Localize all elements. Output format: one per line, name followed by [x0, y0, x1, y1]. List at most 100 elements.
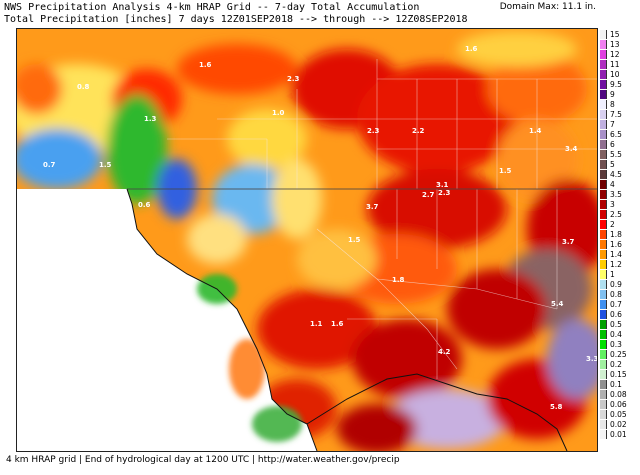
value-label: 3.3 — [586, 355, 597, 363]
legend-label: 8 — [610, 100, 615, 109]
value-label: 0.8 — [77, 83, 90, 91]
legend-swatch — [600, 270, 607, 279]
legend-item: 10 — [600, 70, 638, 79]
map-title: NWS Precipitation Analysis 4-km HRAP Gri… — [4, 2, 420, 13]
legend-item: 0.4 — [600, 330, 638, 339]
legend-label: 7.5 — [610, 110, 622, 119]
legend-item: 0.9 — [600, 280, 638, 289]
value-label: 5.4 — [551, 300, 564, 308]
legend-item: 7.5 — [600, 110, 638, 119]
legend-item: 1.4 — [600, 250, 638, 259]
legend-swatch — [600, 210, 607, 219]
legend-label: 5 — [610, 160, 615, 169]
legend-item: 0.7 — [600, 300, 638, 309]
value-label: 1.5 — [499, 167, 512, 175]
legend-item: 1.6 — [600, 240, 638, 249]
legend-item: 2 — [600, 220, 638, 229]
legend-label: 6.5 — [610, 130, 622, 139]
legend-swatch — [600, 350, 607, 359]
legend-label: 0.5 — [610, 320, 622, 329]
legend-swatch — [600, 340, 607, 349]
legend-label: 0.01 — [610, 430, 627, 439]
legend-swatch — [600, 130, 607, 139]
value-label: 3.1 — [436, 181, 449, 189]
value-label: 1.6 — [465, 45, 478, 53]
legend-item: 4.5 — [600, 170, 638, 179]
legend-label: 1.6 — [610, 240, 622, 249]
legend-label: 7 — [610, 120, 615, 129]
precipitation-map-canvas: 1.6 0.8 2.3 1.6 1.3 1.0 0.7 1.5 2.3 2.2 1.4 1.5 3.4 3… — [17, 29, 597, 451]
legend-label: 0.3 — [610, 340, 622, 349]
value-label: 3.4 — [565, 145, 578, 153]
legend-swatch — [600, 100, 607, 109]
legend-item: 1 — [600, 270, 638, 279]
legend-swatch — [600, 290, 607, 299]
legend-label: 13 — [610, 40, 620, 49]
legend-swatch — [600, 410, 607, 419]
legend-swatch — [600, 310, 607, 319]
legend-label: 0.4 — [610, 330, 622, 339]
legend-swatch — [600, 70, 607, 79]
legend-swatch — [600, 320, 607, 329]
legend-swatch — [600, 110, 607, 119]
value-label: 1.5 — [348, 236, 361, 244]
legend-item: 0.3 — [600, 340, 638, 349]
legend-label: 10 — [610, 70, 620, 79]
legend-label: 0.6 — [610, 310, 622, 319]
legend-swatch — [600, 40, 607, 49]
legend-item: 6 — [600, 140, 638, 149]
legend-swatch — [600, 180, 607, 189]
legend-label: 9.5 — [610, 80, 622, 89]
legend-swatch — [600, 170, 607, 179]
legend-item: 7 — [600, 120, 638, 129]
legend-swatch — [600, 370, 607, 379]
legend-item: 5.5 — [600, 150, 638, 159]
value-label: 1.3 — [144, 115, 157, 123]
river-border — [306, 373, 568, 451]
legend-swatch — [600, 190, 607, 199]
legend-item: 0.5 — [600, 320, 638, 329]
legend-swatch — [600, 330, 607, 339]
legend-label: 0.2 — [610, 360, 622, 369]
legend-label: 0.1 — [610, 380, 622, 389]
legend-item: 2.5 — [600, 210, 638, 219]
value-label: 2.7 — [422, 191, 435, 199]
value-label: 0.7 — [43, 161, 56, 169]
legend-swatch — [600, 360, 607, 369]
domain-max: Domain Max: 11.1 in. — [499, 2, 596, 12]
legend-item: 0.02 — [600, 420, 638, 429]
legend-item: 8 — [600, 100, 638, 109]
legend-item: 4 — [600, 180, 638, 189]
legend-label: 0.8 — [610, 290, 622, 299]
value-label: 1.1 — [310, 320, 323, 328]
legend-swatch — [600, 300, 607, 309]
legend-swatch — [600, 160, 607, 169]
legend-swatch — [600, 400, 607, 409]
legend-item: 0.01 — [600, 430, 638, 439]
value-label: 1.0 — [272, 109, 285, 117]
legend-label: 0.06 — [610, 400, 627, 409]
legend-item: 0.15 — [600, 370, 638, 379]
legend-swatch — [600, 150, 607, 159]
legend-swatch — [600, 140, 607, 149]
legend-swatch — [600, 50, 607, 59]
legend-label: 0.02 — [610, 420, 627, 429]
legend-item: 0.1 — [600, 380, 638, 389]
precipitation-legend: 15 13 12 11 10 9.5 9 8 7.5 7 6.5 6 5.5 5 4.5 4 3.5 3 2.5 2 1… — [600, 30, 638, 440]
legend-label: 5.5 — [610, 150, 622, 159]
legend-item: 1.8 — [600, 230, 638, 239]
legend-label: 0.08 — [610, 390, 627, 399]
legend-label: 1.4 — [610, 250, 622, 259]
value-label: 1.5 — [99, 161, 112, 169]
legend-label: 9 — [610, 90, 615, 99]
value-label: 2.3 — [438, 189, 451, 197]
legend-label: 1.8 — [610, 230, 622, 239]
legend-swatch — [600, 380, 607, 389]
legend-label: 0.25 — [610, 350, 627, 359]
legend-swatch — [600, 260, 607, 269]
legend-item: 0.2 — [600, 360, 638, 369]
precipitation-map[interactable]: 1.6 0.8 2.3 1.6 1.3 1.0 0.7 1.5 2.3 2.2 1.4 1.5 3.4 3… — [16, 28, 598, 452]
legend-item: 0.05 — [600, 410, 638, 419]
legend-item: 15 — [600, 30, 638, 39]
map-header: NWS Precipitation Analysis 4-km HRAP Gri… — [0, 0, 640, 28]
